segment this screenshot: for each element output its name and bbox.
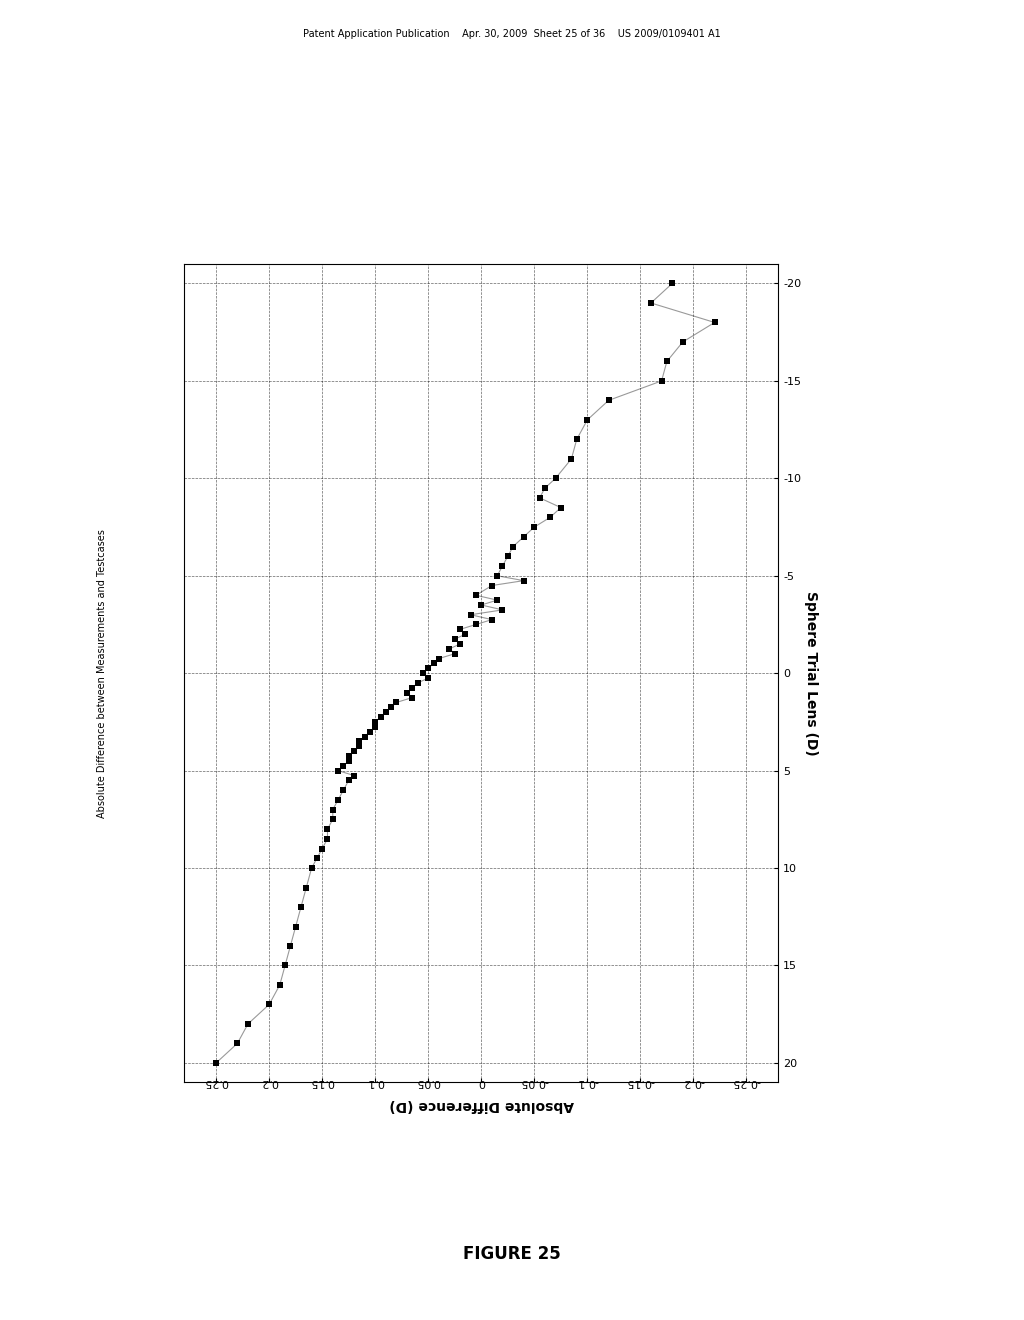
- Point: [563, 449, 580, 470]
- Point: [542, 507, 558, 528]
- Point: [425, 653, 441, 675]
- Point: [240, 1014, 256, 1035]
- Point: [664, 273, 680, 294]
- Point: [261, 994, 278, 1015]
- Point: [463, 605, 479, 626]
- Point: [367, 711, 383, 733]
- Point: [537, 478, 553, 499]
- Point: [489, 565, 506, 586]
- Point: [653, 371, 670, 392]
- Point: [314, 838, 331, 859]
- Point: [515, 527, 531, 548]
- Point: [495, 599, 511, 620]
- Point: [341, 750, 357, 771]
- Point: [431, 648, 447, 669]
- Point: [446, 628, 463, 649]
- Point: [495, 556, 511, 577]
- Point: [404, 677, 421, 698]
- Point: [330, 760, 346, 781]
- Point: [441, 639, 458, 660]
- Point: [489, 590, 506, 611]
- Point: [367, 717, 383, 738]
- Point: [600, 389, 616, 411]
- Point: [707, 312, 723, 333]
- Text: FIGURE 25: FIGURE 25: [463, 1245, 561, 1263]
- Point: [330, 789, 346, 810]
- Y-axis label: Sphere Trial Lens (D): Sphere Trial Lens (D): [804, 591, 818, 755]
- Point: [341, 746, 357, 767]
- Point: [483, 609, 500, 630]
- Point: [500, 545, 516, 566]
- Point: [473, 594, 489, 615]
- Point: [319, 828, 336, 849]
- Point: [346, 741, 362, 762]
- Point: [208, 1052, 224, 1073]
- Point: [675, 331, 691, 352]
- Point: [526, 516, 543, 537]
- Point: [483, 576, 500, 597]
- Point: [325, 809, 341, 830]
- Point: [658, 351, 675, 372]
- Point: [276, 954, 293, 975]
- Point: [378, 702, 394, 723]
- Point: [468, 585, 484, 606]
- Point: [452, 634, 468, 655]
- Point: [288, 916, 304, 937]
- Point: [341, 770, 357, 791]
- Point: [335, 780, 351, 801]
- X-axis label: Absolute Difference (D): Absolute Difference (D): [389, 1098, 573, 1113]
- Point: [319, 818, 336, 840]
- Point: [388, 692, 404, 713]
- Point: [553, 498, 569, 519]
- Point: [325, 799, 341, 820]
- Point: [643, 293, 659, 314]
- Point: [383, 697, 399, 718]
- Point: [404, 686, 421, 708]
- Point: [580, 409, 596, 430]
- Point: [298, 876, 314, 898]
- Point: [420, 657, 436, 678]
- Point: [515, 570, 531, 591]
- Point: [399, 682, 416, 704]
- Point: [457, 623, 473, 644]
- Point: [351, 735, 368, 756]
- Point: [308, 847, 325, 869]
- Point: [271, 974, 288, 995]
- Point: [568, 429, 585, 450]
- Point: [420, 668, 436, 689]
- Point: [303, 858, 319, 879]
- Point: [351, 731, 368, 752]
- Point: [361, 721, 378, 742]
- Point: [468, 614, 484, 635]
- Point: [547, 467, 563, 488]
- Point: [346, 766, 362, 787]
- Point: [505, 536, 521, 557]
- Point: [293, 896, 309, 917]
- Point: [373, 706, 389, 727]
- Text: Patent Application Publication    Apr. 30, 2009  Sheet 25 of 36    US 2009/01094: Patent Application Publication Apr. 30, …: [303, 29, 721, 40]
- Point: [531, 487, 548, 508]
- Point: [229, 1032, 246, 1053]
- Point: [446, 643, 463, 664]
- Point: [283, 936, 299, 957]
- Text: Absolute Difference between Measurements and Testcases: Absolute Difference between Measurements…: [97, 529, 108, 817]
- Point: [410, 672, 426, 693]
- Point: [335, 755, 351, 776]
- Point: [452, 619, 468, 640]
- Point: [415, 663, 431, 684]
- Point: [356, 726, 373, 747]
